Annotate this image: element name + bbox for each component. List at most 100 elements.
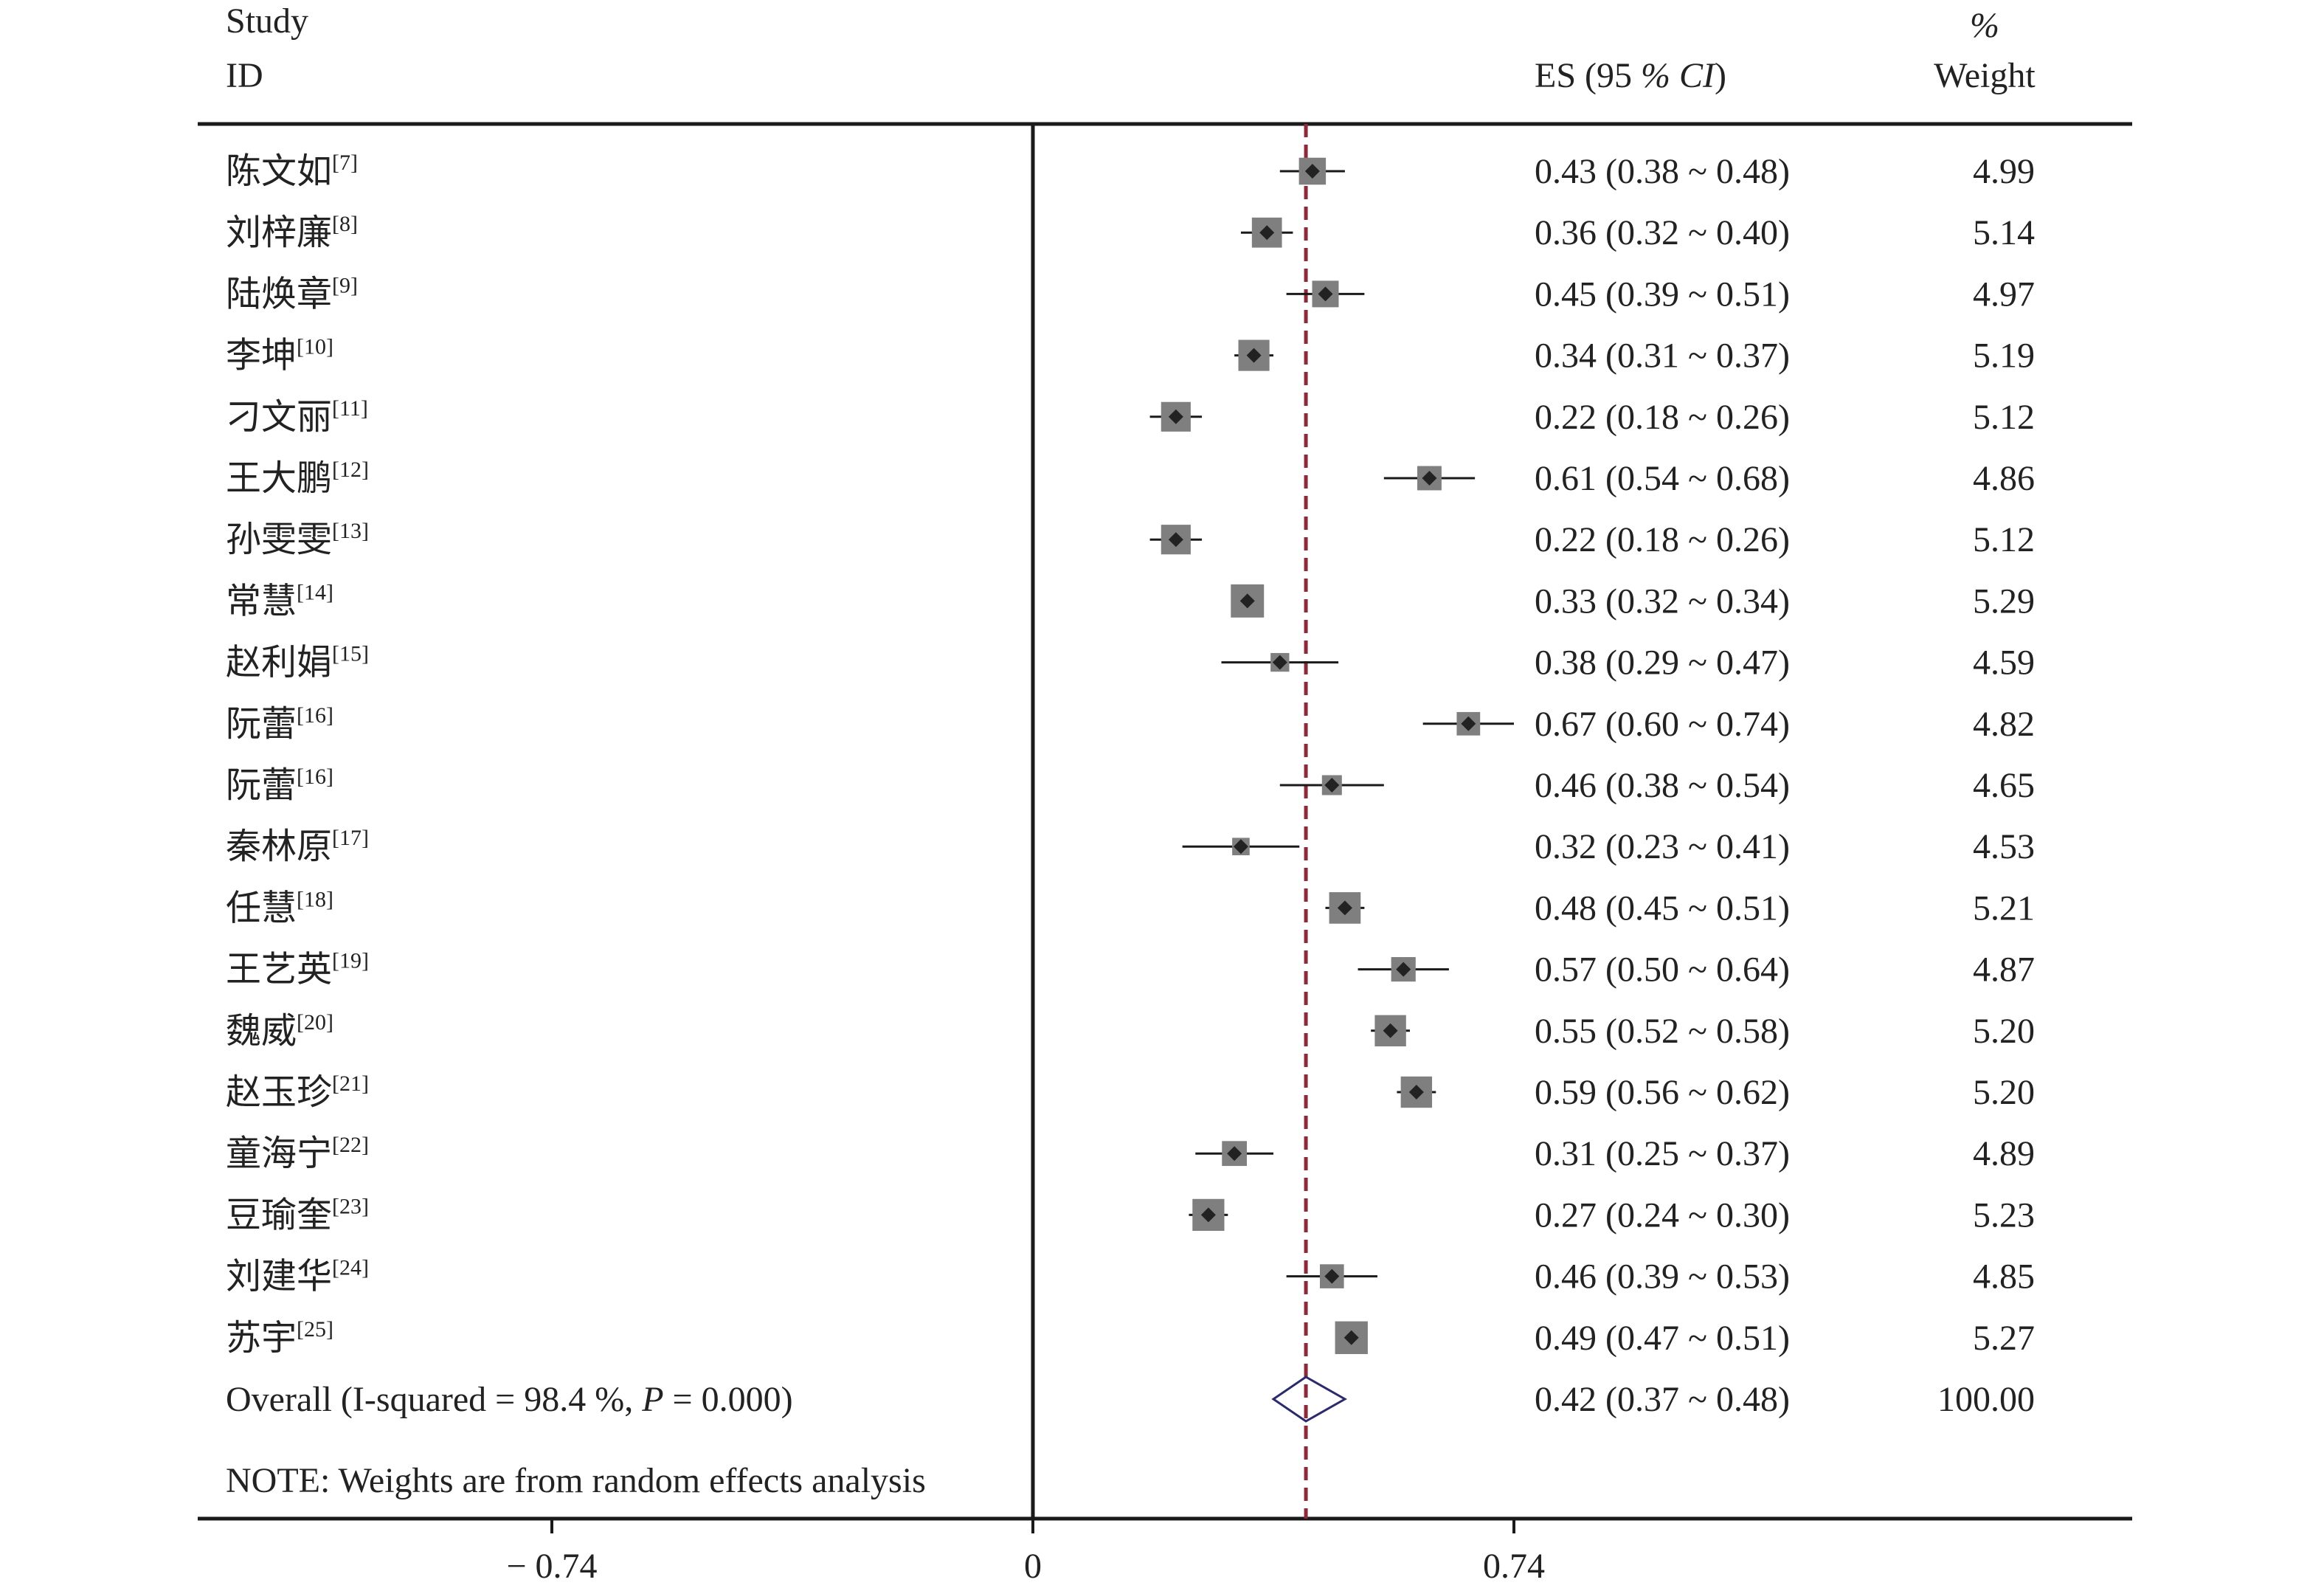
study-name: 王艺英[19] bbox=[226, 949, 369, 990]
study-row: 赵玉珍[21] 0.59 (0.56 ~ 0.62) 5.20 bbox=[226, 1071, 2035, 1112]
study-name: 童海宁[22] bbox=[226, 1133, 369, 1173]
point-estimate bbox=[1239, 593, 1255, 609]
es-text: 0.27 (0.24 ~ 0.30) bbox=[1535, 1195, 1790, 1235]
point-estimate bbox=[1422, 471, 1437, 486]
es-text: 0.22 (0.18 ~ 0.26) bbox=[1535, 520, 1790, 559]
weight-text: 5.29 bbox=[1973, 581, 2035, 621]
x-tick-label: 0 bbox=[1024, 1547, 1042, 1586]
point-estimate bbox=[1246, 348, 1262, 363]
study-row: 豆瑜奎[23] 0.27 (0.24 ~ 0.30) 5.23 bbox=[226, 1194, 2035, 1235]
es-text: 0.38 (0.29 ~ 0.47) bbox=[1535, 643, 1790, 683]
weight-text: 4.53 bbox=[1973, 827, 2035, 866]
point-estimate bbox=[1343, 1330, 1359, 1345]
es-text: 0.46 (0.39 ~ 0.53) bbox=[1535, 1257, 1790, 1297]
study-row: 阮蕾[16] 0.67 (0.60 ~ 0.74) 4.82 bbox=[226, 703, 2035, 744]
study-row: 王艺英[19] 0.57 (0.50 ~ 0.64) 4.87 bbox=[226, 949, 2035, 990]
study-name: 阮蕾[16] bbox=[226, 703, 333, 744]
x-tick-label: 0.74 bbox=[1483, 1547, 1545, 1586]
point-estimate bbox=[1233, 839, 1248, 855]
overall-weight-text: 100.00 bbox=[1937, 1380, 2035, 1419]
weight-text: 4.59 bbox=[1973, 643, 2035, 683]
study-row: 刁文丽[11] 0.22 (0.18 ~ 0.26) 5.12 bbox=[226, 396, 2035, 437]
overall-es-text: 0.42 (0.37 ~ 0.48) bbox=[1535, 1380, 1790, 1419]
weight-text: 5.12 bbox=[1973, 398, 2035, 437]
point-estimate bbox=[1408, 1085, 1424, 1099]
weight-text: 5.12 bbox=[1973, 520, 2035, 559]
point-estimate bbox=[1461, 716, 1476, 731]
es-text: 0.36 (0.32 ~ 0.40) bbox=[1535, 213, 1790, 252]
study-name: 李坤[10] bbox=[226, 335, 333, 376]
study-row: 秦林原[17] 0.32 (0.23 ~ 0.41) 4.53 bbox=[226, 826, 2035, 866]
weight-text: 4.89 bbox=[1973, 1134, 2035, 1173]
study-name: 陈文如[7] bbox=[226, 151, 358, 191]
overall-label: Overall (I-squared = 98.4 %, P = 0.000) bbox=[226, 1380, 793, 1419]
es-text: 0.48 (0.45 ~ 0.51) bbox=[1535, 888, 1790, 928]
es-text: 0.49 (0.47 ~ 0.51) bbox=[1535, 1319, 1790, 1358]
overall-row: Overall (I-squared = 98.4 %, P = 0.000) 0… bbox=[226, 1375, 2035, 1423]
study-row: 王大鹏[12] 0.61 (0.54 ~ 0.68) 4.86 bbox=[226, 458, 2035, 498]
weight-text: 4.97 bbox=[1973, 275, 2035, 314]
es-text: 0.59 (0.56 ~ 0.62) bbox=[1535, 1073, 1790, 1112]
point-estimate bbox=[1168, 409, 1183, 424]
es-text: 0.32 (0.23 ~ 0.41) bbox=[1535, 827, 1790, 866]
study-row: 陈文如[7] 0.43 (0.38 ~ 0.48) 4.99 bbox=[226, 151, 2035, 191]
study-name: 苏宇[25] bbox=[226, 1317, 333, 1358]
study-name: 常慧[14] bbox=[226, 580, 333, 621]
point-estimate bbox=[1272, 655, 1287, 670]
es-text: 0.61 (0.54 ~ 0.68) bbox=[1535, 459, 1790, 498]
study-name: 刘梓廉[8] bbox=[226, 212, 358, 252]
weight-text: 4.82 bbox=[1973, 705, 2035, 744]
study-row: 刘建华[24] 0.46 (0.39 ~ 0.53) 4.85 bbox=[226, 1256, 2035, 1297]
header-weight-percent: % bbox=[1970, 6, 1999, 45]
es-text: 0.57 (0.50 ~ 0.64) bbox=[1535, 950, 1790, 990]
weight-text: 5.19 bbox=[1973, 336, 2035, 376]
study-row: 任慧[18] 0.48 (0.45 ~ 0.51) 5.21 bbox=[226, 887, 2035, 928]
study-row: 童海宁[22] 0.31 (0.25 ~ 0.37) 4.89 bbox=[226, 1133, 2035, 1173]
study-row: 陆焕章[9] 0.45 (0.39 ~ 0.51) 4.97 bbox=[226, 273, 2035, 314]
weight-text: 4.87 bbox=[1973, 950, 2035, 990]
study-name: 阮蕾[16] bbox=[226, 764, 333, 805]
point-estimate bbox=[1227, 1146, 1242, 1161]
study-name: 刁文丽[11] bbox=[226, 396, 368, 437]
weight-text: 5.20 bbox=[1973, 1012, 2035, 1051]
study-name: 豆瑜奎[23] bbox=[226, 1194, 369, 1235]
study-row: 刘梓廉[8] 0.36 (0.32 ~ 0.40) 5.14 bbox=[226, 212, 2035, 252]
point-estimate bbox=[1324, 1268, 1340, 1284]
es-text: 0.45 (0.39 ~ 0.51) bbox=[1535, 275, 1790, 314]
study-name: 刘建华[24] bbox=[226, 1256, 369, 1297]
header-study: Study bbox=[226, 1, 308, 41]
point-estimate bbox=[1396, 962, 1411, 977]
point-estimate bbox=[1304, 164, 1320, 179]
point-estimate bbox=[1383, 1023, 1398, 1038]
point-estimate bbox=[1259, 225, 1275, 241]
note-text: NOTE: Weights are from random effects an… bbox=[226, 1461, 926, 1500]
weight-text: 4.85 bbox=[1973, 1257, 2035, 1297]
study-row: 常慧[14] 0.33 (0.32 ~ 0.34) 5.29 bbox=[226, 580, 2035, 621]
weight-text: 5.27 bbox=[1973, 1319, 2035, 1358]
study-row: 孙雯雯[13] 0.22 (0.18 ~ 0.26) 5.12 bbox=[226, 519, 2035, 559]
weight-text: 5.20 bbox=[1973, 1073, 2035, 1112]
header-weight: Weight bbox=[1934, 56, 2036, 95]
study-name: 赵玉珍[21] bbox=[226, 1071, 369, 1112]
study-name: 孙雯雯[13] bbox=[226, 519, 369, 559]
point-estimate bbox=[1324, 778, 1340, 793]
study-name: 秦林原[17] bbox=[226, 826, 369, 866]
study-name: 王大鹏[12] bbox=[226, 458, 369, 498]
es-text: 0.55 (0.52 ~ 0.58) bbox=[1535, 1012, 1790, 1051]
overall-diamond bbox=[1271, 1375, 1347, 1423]
header-es: ES (95 % CI) bbox=[1535, 56, 1726, 95]
es-text: 0.33 (0.32 ~ 0.34) bbox=[1535, 581, 1790, 621]
weight-text: 5.14 bbox=[1973, 213, 2035, 252]
study-row: 苏宇[25] 0.49 (0.47 ~ 0.51) 5.27 bbox=[226, 1317, 2035, 1358]
point-estimate bbox=[1337, 900, 1352, 916]
point-estimate bbox=[1200, 1207, 1216, 1223]
es-text: 0.31 (0.25 ~ 0.37) bbox=[1535, 1134, 1790, 1173]
study-name: 陆焕章[9] bbox=[226, 273, 358, 314]
es-text: 0.34 (0.31 ~ 0.37) bbox=[1535, 336, 1790, 376]
point-estimate bbox=[1168, 532, 1183, 548]
es-text: 0.67 (0.60 ~ 0.74) bbox=[1535, 705, 1790, 744]
weight-text: 4.65 bbox=[1973, 766, 2035, 805]
es-text: 0.22 (0.18 ~ 0.26) bbox=[1535, 398, 1790, 437]
study-row: 阮蕾[16] 0.46 (0.38 ~ 0.54) 4.65 bbox=[226, 764, 2035, 805]
